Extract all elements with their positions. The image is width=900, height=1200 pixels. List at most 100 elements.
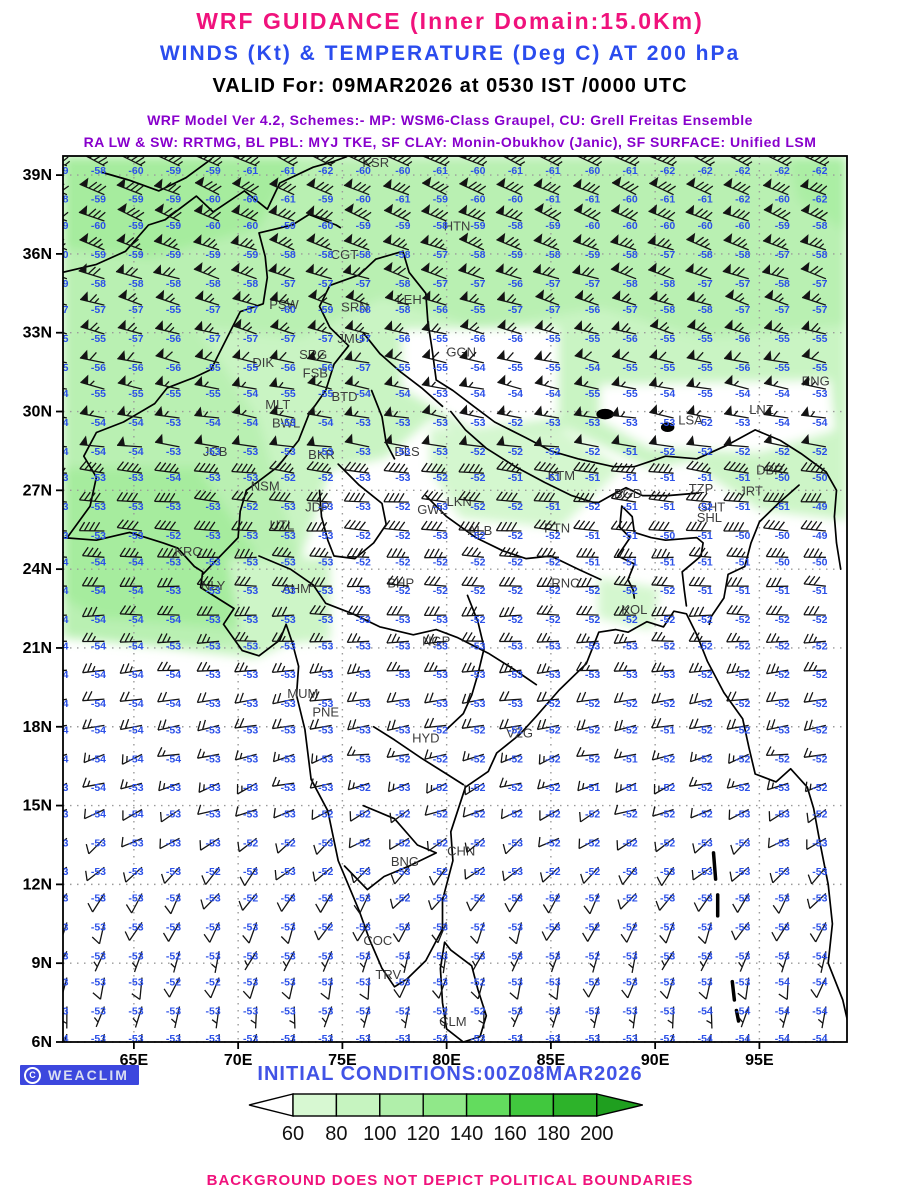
- wind-barb: [620, 922, 637, 943]
- temp-value: -52: [545, 837, 560, 849]
- wind-barb: [421, 434, 447, 448]
- temp-value: -55: [166, 388, 181, 400]
- temp-value: -53: [91, 1033, 106, 1045]
- wind-barb: [738, 1006, 750, 1028]
- wind-barb: [765, 663, 789, 675]
- temp-value: -57: [318, 333, 333, 345]
- wind-barb: [81, 546, 105, 558]
- wind-barb: [82, 662, 105, 674]
- wind-barb: [93, 951, 105, 972]
- temp-value: -53: [433, 950, 448, 962]
- station-label-CHN: CHN: [447, 843, 475, 858]
- temp-value: -53: [508, 1005, 523, 1017]
- temp-value: -53: [53, 893, 68, 905]
- wind-barb: [723, 460, 749, 474]
- temp-value: -59: [166, 249, 181, 261]
- wind-barb: [686, 349, 712, 364]
- temp-value: -53: [166, 640, 181, 652]
- wind-barb: [533, 233, 560, 251]
- wind-barb: [116, 233, 143, 251]
- temp-value: -53: [395, 921, 410, 933]
- wind-barb: [422, 348, 447, 364]
- temp-value: -58: [91, 165, 106, 177]
- temp-value: -49: [812, 530, 827, 542]
- temp-value: -53: [585, 1033, 600, 1045]
- temp-value: -53: [128, 977, 143, 989]
- temp-value: -52: [470, 556, 485, 568]
- wind-barb: [729, 866, 750, 882]
- temp-value: -58: [356, 304, 371, 316]
- temp-value: -53: [545, 1033, 560, 1045]
- wind-barb: [807, 866, 827, 885]
- wind-barb: [347, 719, 370, 731]
- temp-value: -53: [508, 1033, 523, 1045]
- temp-value: -53: [395, 472, 410, 484]
- wind-barb: [458, 232, 485, 251]
- temp-value: -53: [128, 472, 143, 484]
- wind-barb: [78, 205, 106, 222]
- temp-value: -54: [735, 1033, 750, 1045]
- wind-barb: [268, 521, 295, 532]
- wind-barb: [538, 836, 560, 848]
- temp-value: -53: [206, 530, 221, 542]
- wind-barb: [654, 837, 674, 853]
- wind-barb: [778, 977, 789, 1001]
- wind-barb: [427, 893, 447, 911]
- wind-barb: [534, 350, 560, 364]
- wind-barb: [234, 750, 257, 761]
- station-label-PTN: PTN: [544, 520, 570, 535]
- temp-value: -59: [395, 220, 410, 232]
- temp-value: -57: [585, 278, 600, 290]
- temp-value: -55: [775, 362, 790, 374]
- temp-value: -56: [433, 304, 448, 316]
- wind-barb: [162, 922, 181, 942]
- temp-value: -53: [356, 950, 371, 962]
- wind-barb: [500, 808, 522, 820]
- temp-value: -59: [91, 194, 106, 206]
- temp-value: -56: [623, 333, 638, 345]
- wind-barb: [688, 662, 712, 674]
- temp-value: -52: [735, 724, 750, 736]
- wind-barb: [400, 951, 410, 973]
- temp-value: -59: [128, 194, 143, 206]
- wind-barb: [420, 520, 447, 532]
- wind-barb: [688, 546, 712, 558]
- wind-barb: [536, 691, 560, 702]
- temp-value: -53: [91, 866, 106, 878]
- temp-value: -53: [545, 640, 560, 652]
- wind-barb: [478, 1006, 485, 1029]
- lat-tick-label: 9N: [32, 955, 52, 972]
- temp-value: -54: [395, 388, 410, 400]
- wind-barb: [198, 782, 220, 793]
- temp-value: -54: [91, 753, 106, 765]
- temp-value: -60: [585, 220, 600, 232]
- wind-barb: [763, 350, 789, 364]
- temp-value: -51: [698, 530, 713, 542]
- temp-value: -57: [356, 333, 371, 345]
- temp-value: -55: [660, 362, 675, 374]
- temp-value: -55: [206, 362, 221, 374]
- wind-barb: [273, 807, 295, 819]
- wind-barb: [767, 837, 789, 849]
- colorbar-label: 160: [493, 1123, 526, 1145]
- temp-value: -53: [433, 446, 448, 458]
- wind-barb: [614, 719, 637, 732]
- temp-value: -55: [812, 333, 827, 345]
- wind-barb: [458, 490, 484, 503]
- temp-value: -53: [53, 1005, 68, 1017]
- temp-value: -53: [243, 1005, 258, 1017]
- wind-barb: [726, 662, 749, 674]
- temp-value: -60: [128, 165, 143, 177]
- wind-barb: [651, 717, 674, 729]
- temp-value: -54: [775, 1033, 790, 1045]
- wind-barb: [156, 577, 180, 588]
- temp-value: -60: [660, 220, 675, 232]
- temp-value: -52: [735, 669, 750, 681]
- temp-value: -56: [508, 278, 523, 290]
- wind-barb: [400, 1006, 410, 1029]
- wind-barb: [628, 951, 637, 974]
- wind-barb: [611, 406, 637, 419]
- temp-value: -53: [470, 669, 485, 681]
- wind-barb: [610, 462, 637, 474]
- wind-barb: [786, 1034, 789, 1042]
